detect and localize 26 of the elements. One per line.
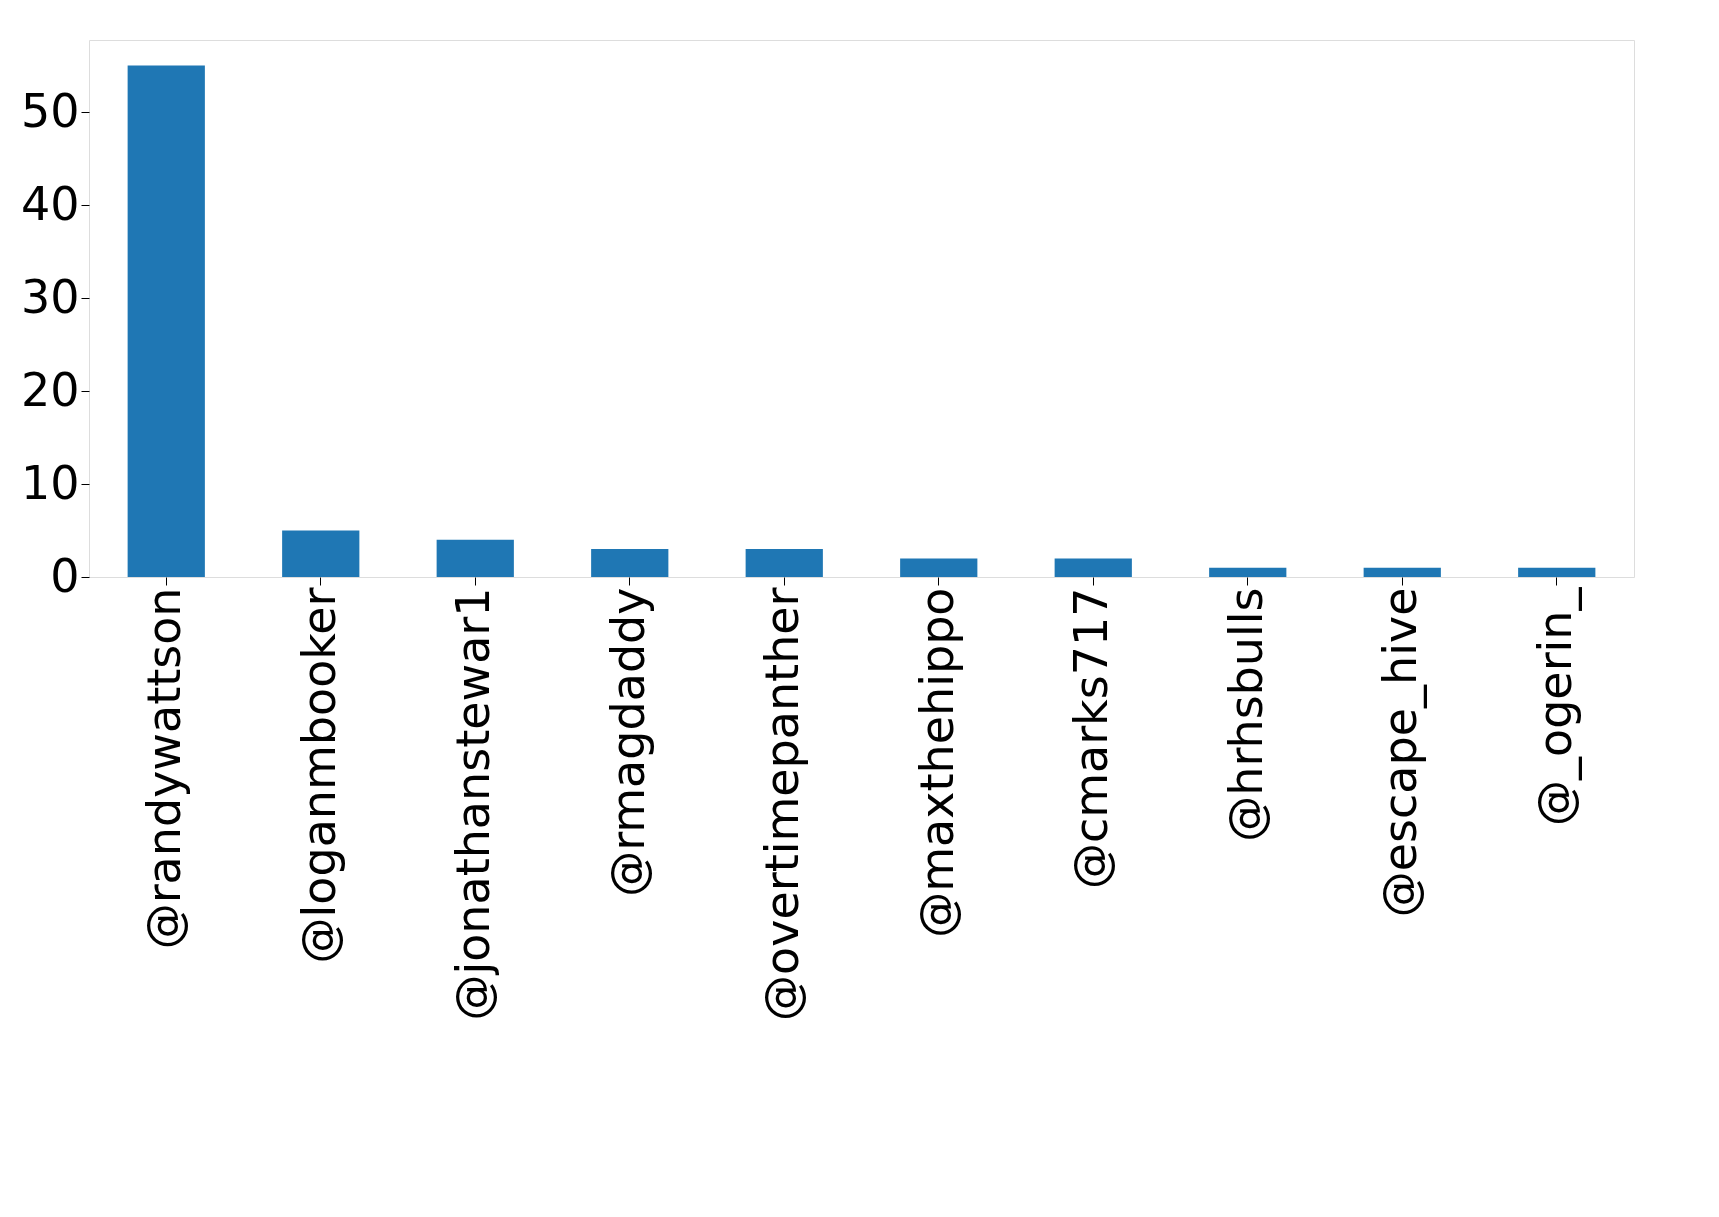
x-tick-label: @cmarks717 (1064, 587, 1119, 890)
bar (900, 558, 978, 577)
x-tick-label: @maxthehippo (909, 587, 964, 938)
bar (1363, 567, 1441, 577)
x-tick-label: @rmagdaddy (600, 587, 655, 897)
y-tick-label: 40 (20, 176, 80, 231)
y-tick-label: 30 (20, 269, 80, 324)
bar (282, 530, 360, 577)
y-tick-label: 20 (20, 362, 80, 417)
bar (591, 549, 669, 577)
bar (1209, 567, 1287, 577)
bar (745, 549, 823, 577)
x-tick-label: @hrhsbulls (1218, 587, 1273, 842)
x-tick-label: @loganmbooker (291, 587, 346, 964)
x-tick-label: @_ogerin_ (1527, 586, 1582, 826)
bar (127, 65, 205, 577)
bar (436, 539, 514, 577)
bar (1518, 567, 1596, 577)
y-tick-label: 50 (20, 83, 80, 138)
x-tick-label: @jonathanstewar1 (446, 587, 501, 1021)
x-tick-label: @escape_hive (1373, 587, 1428, 918)
y-tick-label: 10 (20, 455, 80, 510)
bar (1054, 558, 1132, 577)
x-tick-label: @overtimepanther (755, 587, 810, 1021)
y-tick-label: 0 (50, 548, 80, 603)
x-tick-label: @randywattson (137, 587, 192, 950)
